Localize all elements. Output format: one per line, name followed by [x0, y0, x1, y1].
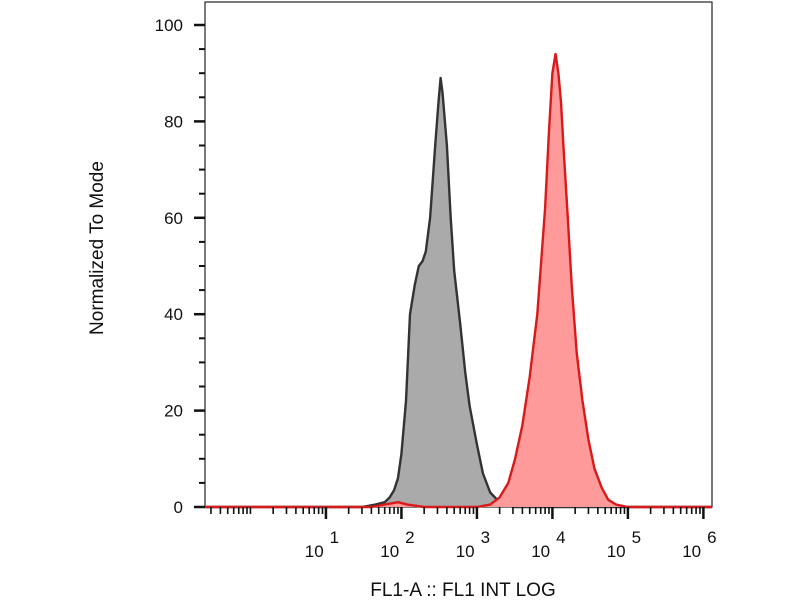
y-tick-label: 100 — [155, 16, 183, 35]
x-tick-label: 102 — [380, 528, 414, 561]
y-tick-label: 0 — [174, 498, 183, 517]
x-axis-title: FL1-A :: FL1 INT LOG — [370, 580, 556, 600]
series-1-area — [205, 78, 712, 507]
x-tick-label: 101 — [305, 528, 339, 561]
series-1-line — [205, 76, 712, 509]
y-tick-label: 60 — [164, 209, 183, 228]
axis-layer: 0 20 40 60 80 100 101 102 103 104 105 106 — [155, 16, 717, 561]
y-tick-label: 40 — [164, 305, 183, 324]
x-tick-label: 103 — [456, 528, 490, 561]
x-tick-label: 105 — [607, 528, 641, 561]
series-2-line — [205, 52, 712, 509]
series-layer — [205, 52, 712, 509]
y-tick-label: 80 — [164, 112, 183, 131]
y-axis-title: Normalized To Mode — [87, 161, 108, 335]
y-tick-label: 20 — [164, 402, 183, 421]
x-tick-label: 106 — [682, 528, 716, 561]
x-tick-label: 104 — [531, 528, 565, 561]
